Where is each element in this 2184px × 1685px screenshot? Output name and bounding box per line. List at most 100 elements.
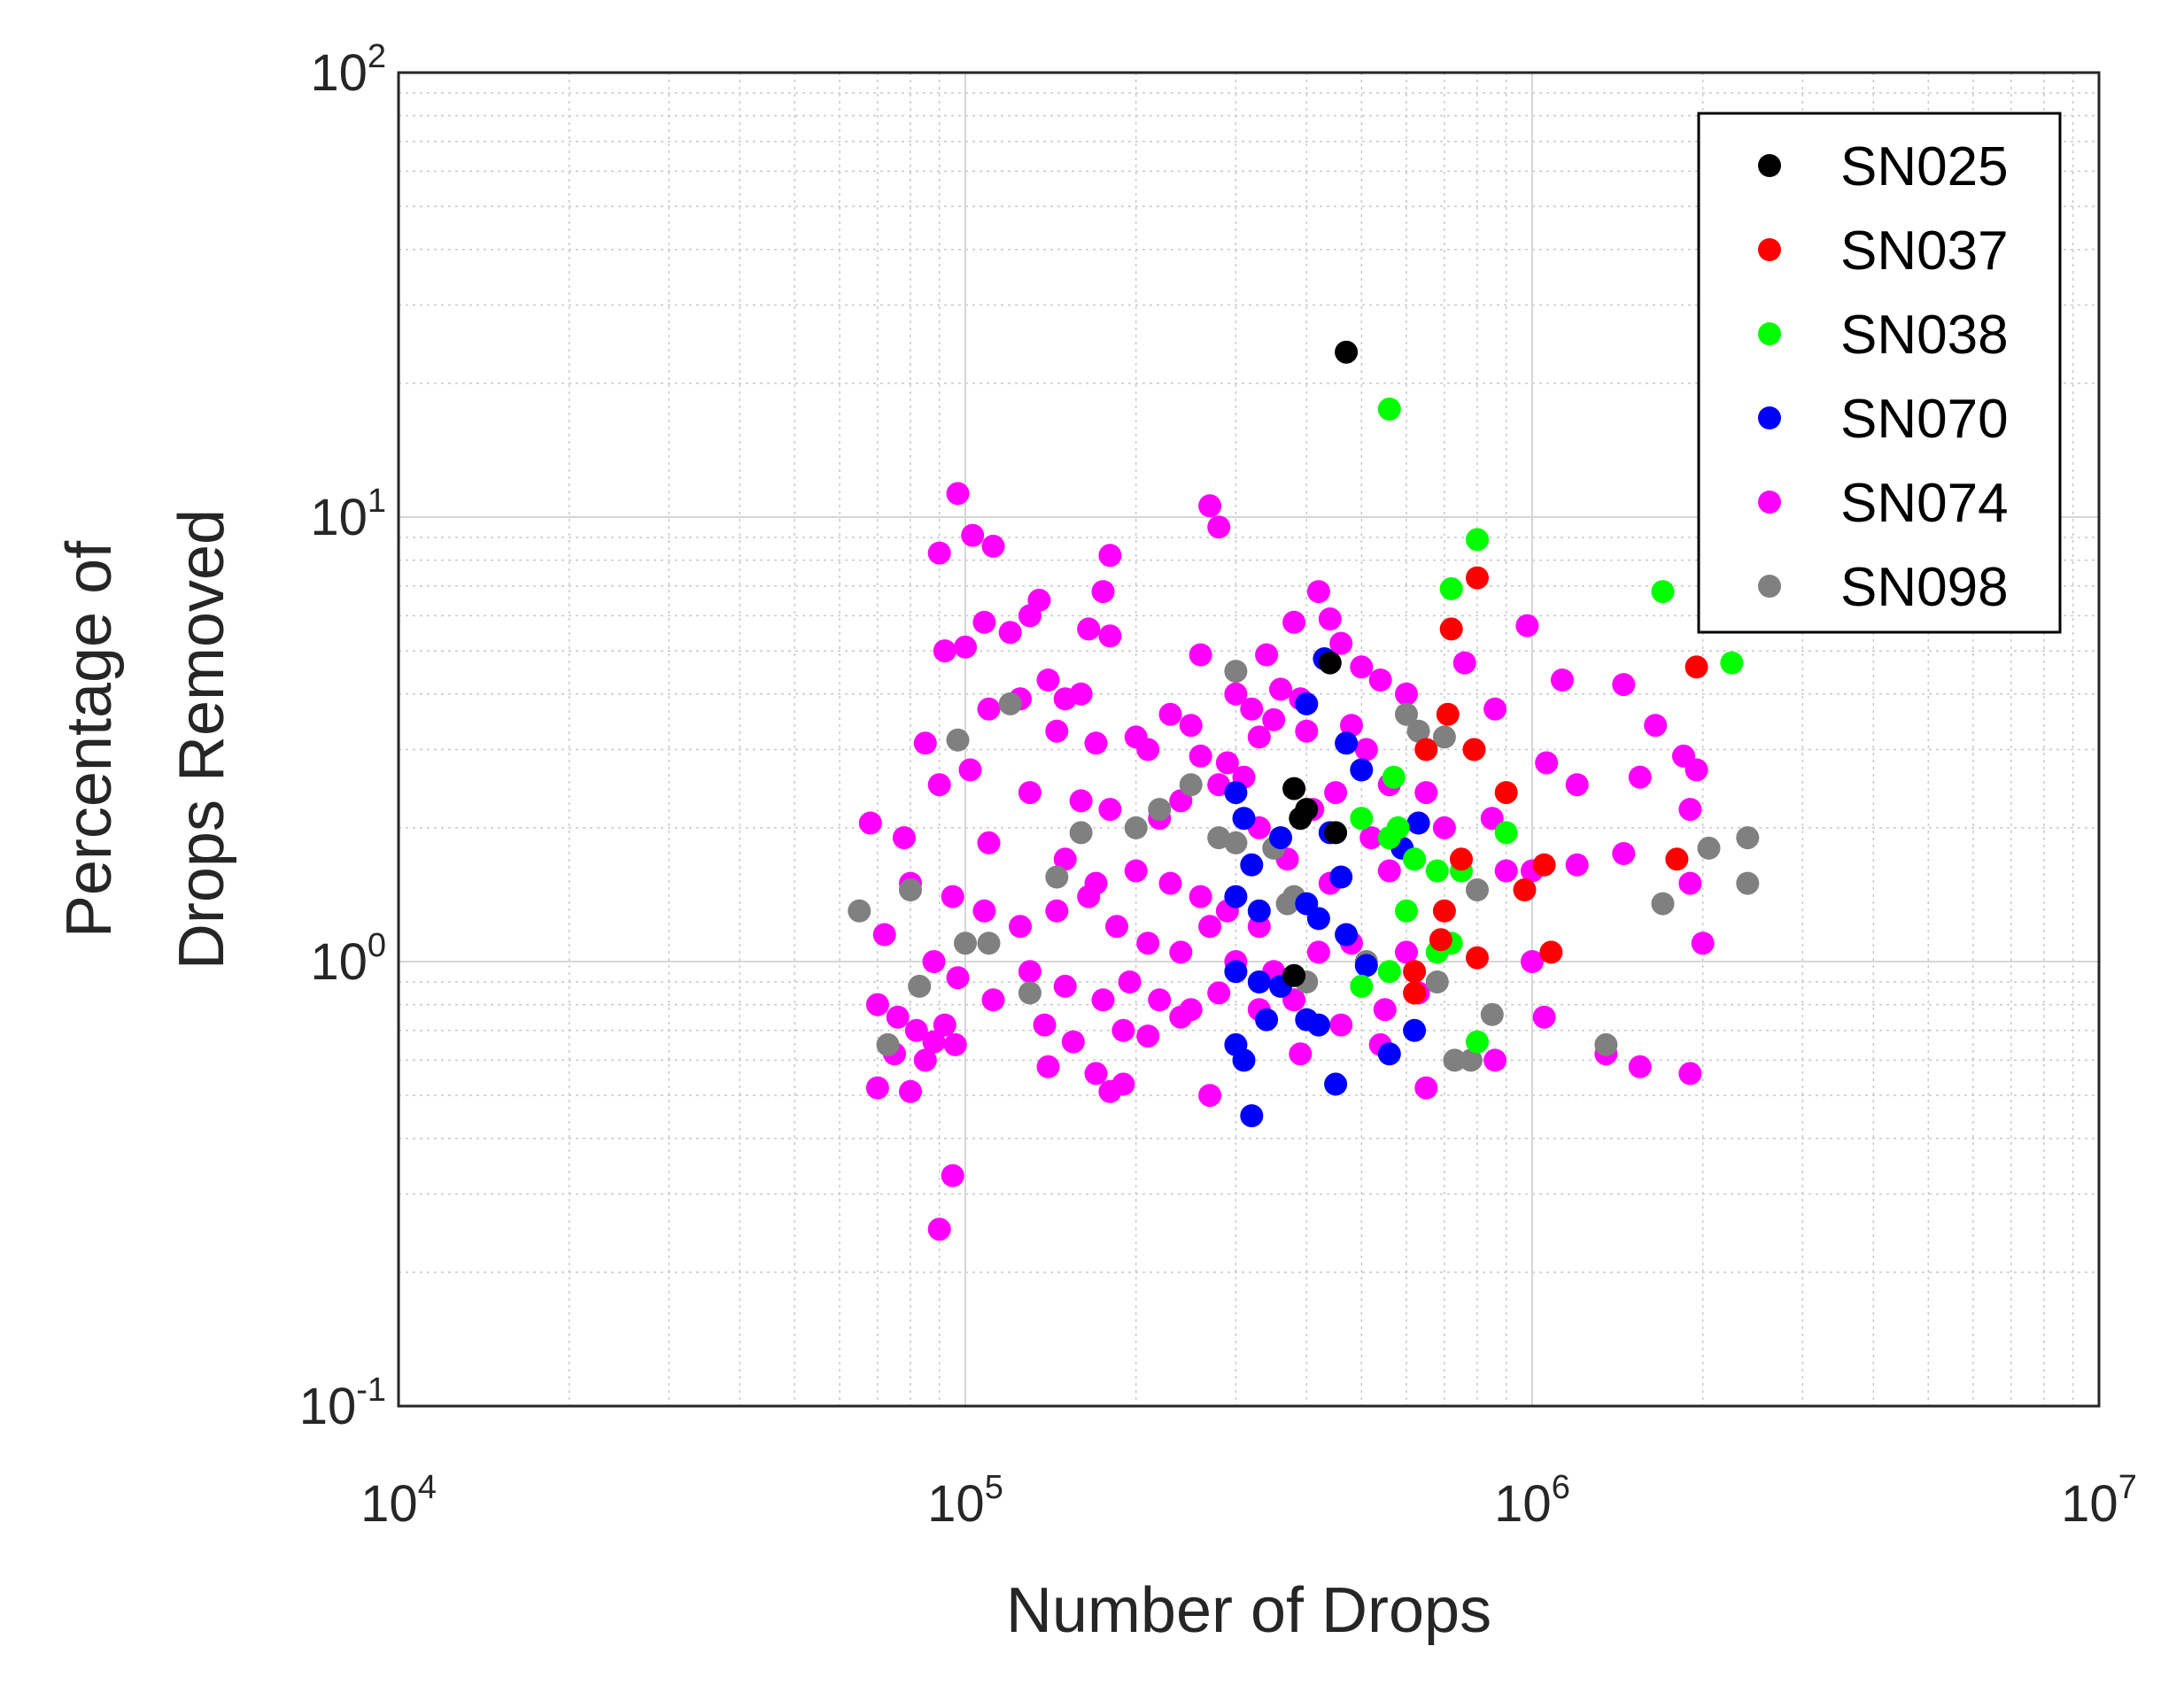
legend-marker-sn025 [1758, 154, 1781, 177]
point-sn074 [1340, 714, 1363, 738]
point-sn074 [1373, 998, 1397, 1022]
point-sn074 [1628, 1055, 1652, 1078]
point-sn074 [1158, 871, 1182, 895]
point-sn025 [1282, 963, 1306, 987]
point-sn038 [1466, 528, 1489, 552]
point-sn074 [1018, 604, 1042, 628]
point-sn074 [1269, 677, 1292, 701]
point-sn070 [1224, 781, 1248, 805]
point-sn074 [922, 1030, 946, 1054]
point-sn074 [1169, 1005, 1193, 1029]
x-tick-exponent: 7 [2118, 1469, 2137, 1506]
point-sn074 [1255, 643, 1279, 667]
x-tick-label: 104 [360, 1469, 437, 1533]
point-sn074 [1368, 669, 1392, 692]
point-sn098 [954, 931, 977, 955]
x-tick-labels: 104 105 106 107 [360, 1469, 2137, 1533]
point-sn074 [1124, 859, 1148, 883]
point-sn074 [1111, 1072, 1135, 1096]
point-sn070 [1335, 731, 1359, 755]
point-sn074 [941, 885, 964, 908]
point-sn038 [1377, 960, 1401, 984]
x-axis-label: Number of Drops [1006, 1575, 1491, 1646]
legend-box [1697, 112, 2062, 634]
point-sn074 [958, 758, 982, 782]
legend-label-sn070: SN070 [1840, 389, 2009, 450]
point-sn074 [998, 621, 1022, 645]
point-sn070 [1255, 1008, 1279, 1032]
y-tick-label: 101 [310, 483, 386, 546]
point-sn037 [1439, 617, 1463, 641]
point-sn074 [922, 950, 946, 973]
point-sn074 [1136, 738, 1160, 761]
point-sn074 [1432, 815, 1456, 839]
point-sn074 [1198, 494, 1222, 518]
point-sn070 [1335, 923, 1359, 947]
point-sn074 [1324, 781, 1348, 805]
point-sn074 [1318, 607, 1342, 630]
point-sn074 [1240, 697, 1264, 721]
point-sn074 [927, 773, 951, 797]
point-sn074 [904, 1018, 928, 1042]
point-sn098 [1395, 702, 1418, 726]
point-sn098 [848, 899, 871, 923]
point-sn074 [1189, 643, 1212, 667]
y-tick-base: 10 [310, 933, 368, 991]
point-sn098 [998, 692, 1022, 715]
point-sn098 [1179, 773, 1203, 797]
x-tick-base: 10 [2061, 1475, 2118, 1533]
legend-marker-sn037 [1758, 238, 1781, 261]
point-sn037 [1432, 899, 1456, 923]
point-sn037 [1665, 847, 1689, 871]
legend-label-sn098: SN098 [1840, 557, 2009, 618]
point-sn074 [865, 1076, 889, 1100]
point-sn074 [1036, 1055, 1060, 1078]
point-sn070 [1329, 865, 1353, 889]
point-sn074 [1077, 885, 1101, 908]
point-sn098 [1069, 821, 1093, 845]
point-sn074 [1118, 970, 1142, 993]
point-sn074 [1612, 842, 1636, 865]
point-sn038 [1494, 821, 1518, 845]
y-tick-exponent: 0 [368, 927, 386, 964]
point-sn074 [927, 541, 951, 565]
point-sn037 [1414, 738, 1438, 761]
point-sn098 [1018, 981, 1042, 1005]
y-tick-exponent: -1 [356, 1372, 386, 1409]
legend-marker-sn098 [1758, 575, 1781, 598]
point-sn074 [1148, 988, 1172, 1012]
point-sn074 [1359, 826, 1383, 850]
point-sn098 [1432, 725, 1456, 749]
point-sn074 [1198, 915, 1222, 939]
point-sn038 [1382, 765, 1406, 789]
point-sn074 [1136, 931, 1160, 955]
x-tick-exponent: 4 [418, 1469, 437, 1506]
point-sn025 [1335, 340, 1359, 364]
point-sn074 [1091, 988, 1115, 1012]
y-axis-label-line-1: Percentage of [54, 540, 125, 938]
point-sn037 [1403, 960, 1427, 984]
point-sn098 [946, 728, 970, 752]
point-sn074 [1207, 515, 1231, 539]
point-sn070 [1324, 1072, 1348, 1096]
point-sn074 [1105, 915, 1128, 939]
point-sn074 [1198, 1084, 1222, 1108]
point-sn074 [1521, 950, 1544, 973]
point-sn074 [933, 639, 956, 663]
point-sn038 [1425, 859, 1449, 883]
y-tick-base: 10 [310, 489, 368, 546]
point-sn074 [1018, 781, 1042, 805]
y-tick-label: 102 [310, 38, 386, 102]
point-sn098 [1275, 892, 1299, 916]
point-sn074 [1009, 915, 1032, 939]
point-sn070 [1403, 1018, 1427, 1042]
point-sn025 [1282, 777, 1306, 800]
point-sn098 [1224, 660, 1248, 684]
point-sn098 [1045, 865, 1069, 889]
point-sn025 [1295, 798, 1319, 822]
point-sn074 [1691, 931, 1715, 955]
point-sn037 [1466, 566, 1489, 590]
point-sn070 [1306, 1013, 1330, 1037]
point-sn037 [1450, 847, 1473, 871]
